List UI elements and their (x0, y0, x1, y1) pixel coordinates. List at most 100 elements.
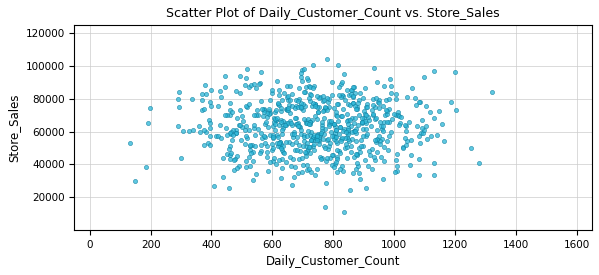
Point (282, 159, 291, 164)
Point (256, 70, 266, 74)
Point (347, 88, 357, 92)
Point (343, 118, 352, 123)
Point (204, 141, 213, 145)
Point (220, 73, 229, 78)
Point (334, 118, 343, 123)
Point (320, 127, 329, 132)
Point (241, 134, 251, 138)
Point (258, 114, 268, 118)
Point (403, 138, 412, 143)
Point (406, 153, 416, 157)
Point (323, 146, 332, 151)
Point (222, 152, 232, 156)
Point (226, 108, 235, 112)
Point (383, 148, 392, 153)
Point (314, 96, 324, 100)
Point (216, 95, 226, 99)
Point (308, 86, 318, 90)
Point (277, 142, 286, 147)
Point (285, 155, 295, 159)
Point (296, 128, 305, 132)
Point (390, 170, 400, 174)
Point (336, 139, 346, 143)
Point (265, 111, 275, 115)
Point (302, 76, 312, 80)
Point (286, 164, 296, 168)
Point (256, 150, 265, 155)
Point (292, 116, 301, 120)
Point (342, 134, 352, 139)
Point (354, 113, 364, 117)
Point (232, 89, 241, 94)
Point (352, 131, 361, 135)
Point (353, 163, 363, 168)
Point (248, 178, 258, 182)
Point (261, 120, 271, 125)
Point (322, 95, 332, 100)
Point (385, 77, 395, 81)
Point (242, 67, 252, 72)
Point (392, 169, 402, 173)
Point (422, 136, 431, 141)
Point (407, 86, 417, 90)
Point (347, 137, 356, 141)
Point (316, 133, 325, 137)
Point (246, 151, 256, 155)
Point (385, 120, 394, 125)
Point (373, 137, 382, 141)
Point (263, 115, 273, 120)
Point (338, 107, 348, 111)
Point (260, 141, 270, 145)
Point (412, 103, 421, 107)
Point (330, 130, 340, 135)
Point (228, 133, 238, 138)
Point (401, 143, 410, 147)
Point (318, 94, 328, 98)
Point (276, 176, 286, 180)
Point (312, 94, 322, 98)
Point (201, 83, 210, 87)
Point (351, 151, 361, 156)
Point (488, 89, 497, 94)
Point (131, 178, 140, 183)
Point (379, 177, 388, 182)
Point (360, 86, 370, 90)
Point (284, 140, 294, 144)
Point (364, 117, 374, 122)
Point (232, 116, 242, 120)
Point (230, 156, 240, 161)
Point (335, 125, 345, 129)
Point (259, 107, 268, 112)
Point (358, 126, 368, 131)
Point (343, 102, 353, 106)
Point (301, 121, 311, 125)
Point (288, 92, 297, 96)
Point (398, 145, 408, 149)
Point (308, 135, 318, 139)
Point (335, 125, 344, 129)
Point (331, 128, 341, 133)
Point (349, 129, 359, 133)
Point (319, 116, 329, 120)
Point (323, 100, 332, 104)
Point (352, 107, 362, 111)
Point (350, 128, 359, 133)
Point (341, 130, 351, 134)
Point (398, 146, 408, 150)
Point (277, 98, 287, 103)
Point (294, 124, 304, 128)
Point (352, 107, 361, 111)
Point (332, 114, 341, 119)
Point (392, 152, 402, 156)
Point (356, 138, 365, 142)
Point (305, 85, 315, 90)
Point (143, 120, 153, 125)
Point (363, 163, 373, 168)
Point (342, 112, 352, 116)
Point (346, 92, 356, 96)
Point (195, 124, 204, 128)
Point (285, 119, 295, 123)
Point (429, 160, 438, 165)
Point (305, 92, 314, 96)
Point (271, 108, 281, 112)
